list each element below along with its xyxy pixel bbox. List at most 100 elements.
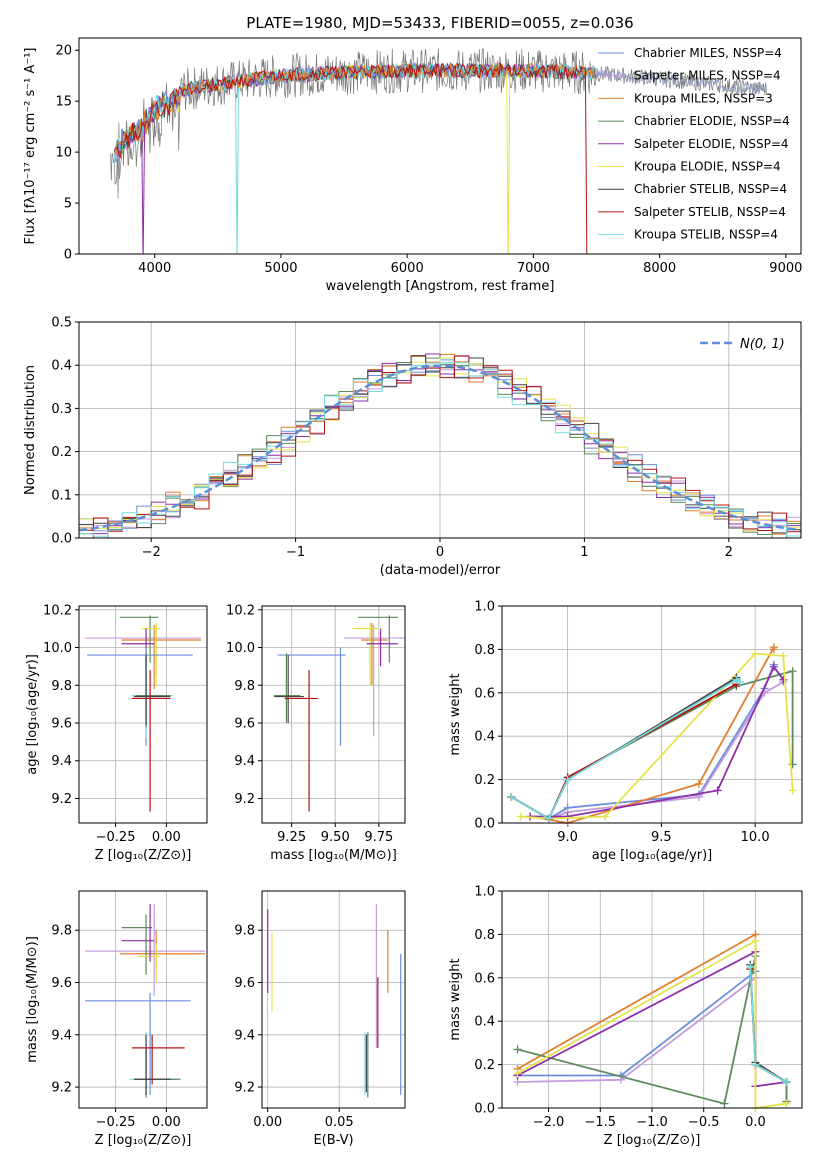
weight-marker [779,651,788,660]
x-tick-label: −1.0 [636,1115,668,1130]
legend-entry: Salpeter MILES, NSSP=4 [634,69,781,83]
weight-marker [601,812,610,821]
x-axis-label: Z [log₁₀(Z/Z⊙)] [95,1133,192,1148]
x-axis-label: Z [log₁₀(Z/Z⊙)] [95,848,192,863]
y-tick-label: 10 [55,146,72,161]
legend-entry: Kroupa MILES, NSSP=3 [634,91,773,105]
y-tick-label: 9.8 [51,924,72,939]
y-tick-label: 10.0 [43,641,72,656]
x-tick-label: 0.00 [253,1115,282,1130]
x-axis-label: Z [log₁₀(Z/Z⊙)] [604,1133,701,1148]
y-tick-label: 0.2 [474,773,495,788]
weight-marker [769,645,778,654]
y-axis-label: Normed distribution [23,365,38,495]
y-tick-label: 9.6 [234,716,255,731]
y-tick-label: 0.8 [474,928,495,943]
weight-marker [782,1077,791,1086]
x-axis-label: (data-model)/error [380,563,501,578]
x-tick-label: 7000 [517,261,550,276]
weight-marker [507,792,516,801]
y-tick-label: 10.0 [226,641,255,656]
x-tick-label: 1 [580,545,588,560]
x-tick-label: 9.5 [651,830,672,845]
y-tick-label: 9.8 [234,679,255,694]
x-tick-label: 0.0 [745,1115,766,1130]
panel-1: 4000 5000 6000 7000 8000 9000 0 5 10 15 20 waveleng… [23,14,802,294]
weight-marker [694,779,703,788]
axes-frame [501,890,803,1109]
panel-3: −0.25 0.00 9.2 9.4 9.6 9.8 10.0 10.2 Z [log₁₀(Z/… [25,603,208,863]
histogram-series [79,361,801,537]
x-tick-label: 9000 [769,261,802,276]
y-tick-label: 0.0 [51,532,72,547]
weight-marker [513,1069,522,1078]
x-tick-label: 2 [725,545,733,560]
y-tick-label: 20 [55,44,72,59]
axes-frame [78,37,802,255]
weight-lines [507,643,797,827]
x-axis-label: age [log₁₀(age/yr)] [592,848,713,863]
y-tick-label: 9.2 [234,1081,255,1096]
x-tick-label: 0 [436,545,444,560]
axes-frame [261,890,406,1109]
weight-marker [746,962,755,971]
axes-frame [78,321,802,539]
x-tick-label: 10.0 [741,830,770,845]
x-axis-label: mass [log₁₀(M/M⊙)] [270,848,397,863]
y-axis-label: Flux [fλ10⁻¹⁷ erg cm⁻² s⁻¹ A⁻¹] [23,48,38,245]
legend-entry: Kroupa STELIB, NSSP=4 [634,228,778,242]
y-tick-label: 0.2 [474,1058,495,1073]
y-axis-label: mass weight [448,958,463,1040]
x-tick-label: −0.25 [96,830,136,845]
axes-frame [261,605,406,824]
y-tick-label: 1.0 [474,600,495,615]
axes-frame [78,605,208,824]
weight-marker [788,667,797,676]
errorbars [274,615,405,812]
y-tick-label: 0 [64,248,72,263]
legend-entry: Salpeter STELIB, NSSP=4 [634,205,786,219]
weight-marker [516,812,525,821]
y-tick-label: 9.4 [51,754,72,769]
x-tick-label: 6000 [391,261,424,276]
y-tick-label: 0.3 [51,402,72,417]
weight-marker [751,649,760,658]
weight-marker [563,775,572,784]
x-tick-label: −0.5 [688,1115,720,1130]
panel-2: −2 −1 0 1 2 0.0 0.1 0.2 0.3 0.4 0.5 (data-model)/er… [23,316,802,578]
weight-marker [788,786,797,795]
x-tick-label: 0.00 [152,830,181,845]
x-tick-label: 8000 [643,261,676,276]
model-series [114,61,588,254]
histogram-series [79,355,801,533]
weight-marker [751,1060,760,1069]
legend-entry: N(0, 1) [740,337,785,352]
weight-marker [720,1099,729,1108]
y-tick-label: 0.0 [474,1102,495,1117]
errorbars [85,615,201,812]
y-tick-label: 0.4 [474,1015,495,1030]
y-tick-label: 0.1 [51,488,72,503]
x-tick-label: −1.5 [584,1115,616,1130]
y-tick-label: 5 [64,197,72,212]
legend-entry: Chabrier ELODIE, NSSP=4 [634,114,790,128]
x-tick-label: 5000 [264,261,297,276]
y-tick-label: 9.6 [234,976,255,991]
errorbars [85,904,205,1098]
histogram-steps [78,353,802,539]
axes-frame [501,605,803,824]
weight-marker [563,812,572,821]
weight-series [510,669,794,820]
y-tick-label: 0.0 [474,817,495,832]
panel-5: 9.0 9.5 10.0 0.0 0.2 0.4 0.6 0.8 1.0 age [log₁₀(a… [448,600,803,863]
weight-lines [513,930,791,1112]
spectrum-lines [110,48,767,254]
y-axis-label: mass [log₁₀(M/M⊙)] [25,936,40,1063]
model-tail [596,66,767,94]
x-tick-label: −1 [286,545,305,560]
legend-entry: Chabrier MILES, NSSP=4 [634,46,782,60]
y-tick-label: 9.2 [234,792,255,807]
weight-marker [779,675,788,684]
legend-entry: Salpeter ELODIE, NSSP=4 [634,137,789,151]
